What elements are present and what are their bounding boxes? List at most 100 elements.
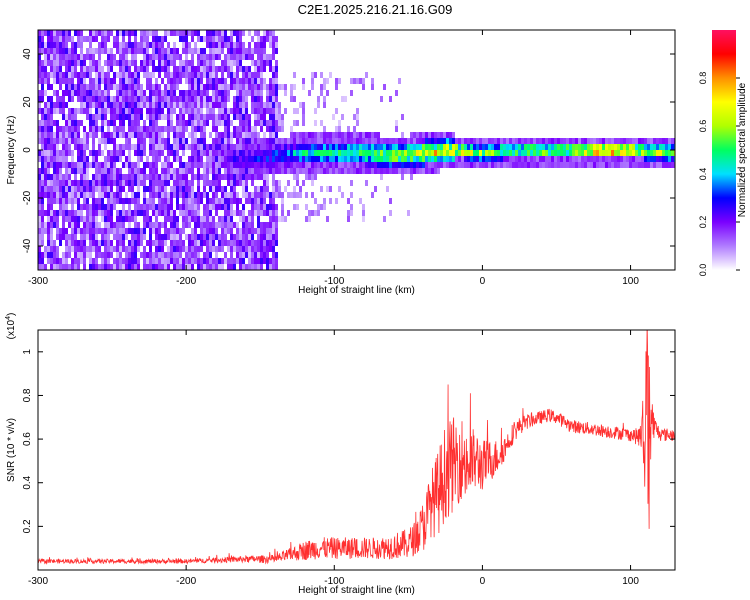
- spectrogram-cell: [215, 90, 218, 96]
- spectrogram-cell: [242, 258, 245, 264]
- spectrogram-cell: [80, 54, 83, 60]
- spectrogram-cell: [299, 168, 302, 174]
- spectrogram-cell: [497, 138, 500, 144]
- spectrogram-cell: [50, 102, 53, 108]
- spectrogram-cell: [203, 234, 206, 240]
- spectrogram-cell: [74, 162, 77, 168]
- spectrogram-cell: [44, 144, 47, 150]
- spectrogram-cell: [215, 246, 218, 252]
- spectrogram-cell: [173, 180, 176, 186]
- spectrogram-cell: [410, 156, 413, 162]
- spectrogram-cell: [71, 84, 74, 90]
- spectrogram-cell: [359, 138, 362, 144]
- spectrogram-cell: [665, 156, 668, 162]
- spectrogram-cell: [155, 120, 158, 126]
- spectrogram-cell: [56, 246, 59, 252]
- spectrogram-cell: [257, 90, 260, 96]
- spectrogram-cell: [308, 144, 311, 150]
- spectrogram-cell: [161, 42, 164, 48]
- spectrogram-cell: [203, 102, 206, 108]
- spectrogram-cell: [143, 174, 146, 180]
- spectrogram-cell: [173, 66, 176, 72]
- spectrogram-cell: [56, 138, 59, 144]
- spectrogram-cell: [146, 216, 149, 222]
- spectrogram-cell: [113, 144, 116, 150]
- spectrogram-cell: [80, 150, 83, 156]
- spectrogram-cell: [149, 234, 152, 240]
- spectrogram-cell: [242, 54, 245, 60]
- spectrogram-cell: [140, 240, 143, 246]
- spectrogram-cell: [86, 198, 89, 204]
- spectrogram-cell: [620, 144, 623, 150]
- spectrogram-cell: [215, 96, 218, 102]
- spectrogram-cell: [245, 180, 248, 186]
- spectrogram-cell: [122, 126, 125, 132]
- spectrogram-cell: [176, 126, 179, 132]
- spectrogram-cell: [224, 168, 227, 174]
- spectrogram-cell: [251, 138, 254, 144]
- spectrogram-cell: [206, 168, 209, 174]
- spectrogram-cell: [41, 42, 44, 48]
- spectrogram-cell: [107, 246, 110, 252]
- spectrogram-cell: [257, 36, 260, 42]
- spectrogram-cell: [326, 78, 329, 84]
- spectrogram-cell: [161, 192, 164, 198]
- spectrogram-cell: [248, 168, 251, 174]
- spectrogram-cell: [614, 156, 617, 162]
- spectrogram-cell: [281, 198, 284, 204]
- spectrogram-cell: [494, 150, 497, 156]
- spectrogram-cell: [110, 30, 113, 36]
- spectrogram-cell: [326, 186, 329, 192]
- spectrogram-cell: [44, 132, 47, 138]
- spectrogram-cell: [77, 168, 80, 174]
- spectrogram-cell: [200, 198, 203, 204]
- spectrogram-cell: [176, 156, 179, 162]
- spectrogram-cell: [146, 42, 149, 48]
- spectrogram-cell: [356, 114, 359, 120]
- spectrogram-cell: [245, 102, 248, 108]
- spectrogram-cell: [194, 174, 197, 180]
- spectrogram-cell: [413, 156, 416, 162]
- spectrogram-cell: [107, 78, 110, 84]
- spectrogram-cell: [398, 156, 401, 162]
- spectrogram-cell: [176, 258, 179, 264]
- spectrogram-cell: [86, 144, 89, 150]
- spectrogram-cell: [221, 42, 224, 48]
- spectrogram-cell: [467, 138, 470, 144]
- spectrogram-cell: [242, 144, 245, 150]
- spectrogram-cell: [656, 150, 659, 156]
- spectrogram-cell: [185, 78, 188, 84]
- spectrogram-cell: [197, 66, 200, 72]
- spectrogram-cell: [197, 72, 200, 78]
- spectrogram-cell: [248, 174, 251, 180]
- spectrogram-cell: [176, 180, 179, 186]
- spectrogram-cell: [95, 78, 98, 84]
- spectrogram-cell: [128, 150, 131, 156]
- spectrogram-cell: [227, 264, 230, 270]
- spectrogram-cell: [146, 198, 149, 204]
- spectrogram-cell: [125, 114, 128, 120]
- spectrogram-cell: [191, 84, 194, 90]
- spectrogram-cell: [50, 162, 53, 168]
- spectrogram-cell: [185, 120, 188, 126]
- spectrogram-cell: [155, 234, 158, 240]
- spectrogram-cell: [311, 138, 314, 144]
- spectrogram-cell: [197, 120, 200, 126]
- spectrogram-cell: [83, 108, 86, 114]
- spectrogram-cell: [266, 156, 269, 162]
- spectrogram-cell: [38, 228, 41, 234]
- spectrogram-cell: [191, 138, 194, 144]
- spectrogram-cell: [68, 234, 71, 240]
- spectrogram-cell: [275, 36, 278, 42]
- spectrogram-cell: [269, 222, 272, 228]
- spectrogram-cell: [242, 30, 245, 36]
- spectrogram-cell: [311, 150, 314, 156]
- spectrogram-cell: [119, 144, 122, 150]
- spectrogram-cell: [140, 108, 143, 114]
- spectrogram-cell: [80, 204, 83, 210]
- spectrogram-cell: [245, 78, 248, 84]
- spectrogram-cell: [242, 132, 245, 138]
- spectrogram-cell: [317, 204, 320, 210]
- spectrogram-cell: [104, 138, 107, 144]
- spectrogram-cell: [278, 126, 281, 132]
